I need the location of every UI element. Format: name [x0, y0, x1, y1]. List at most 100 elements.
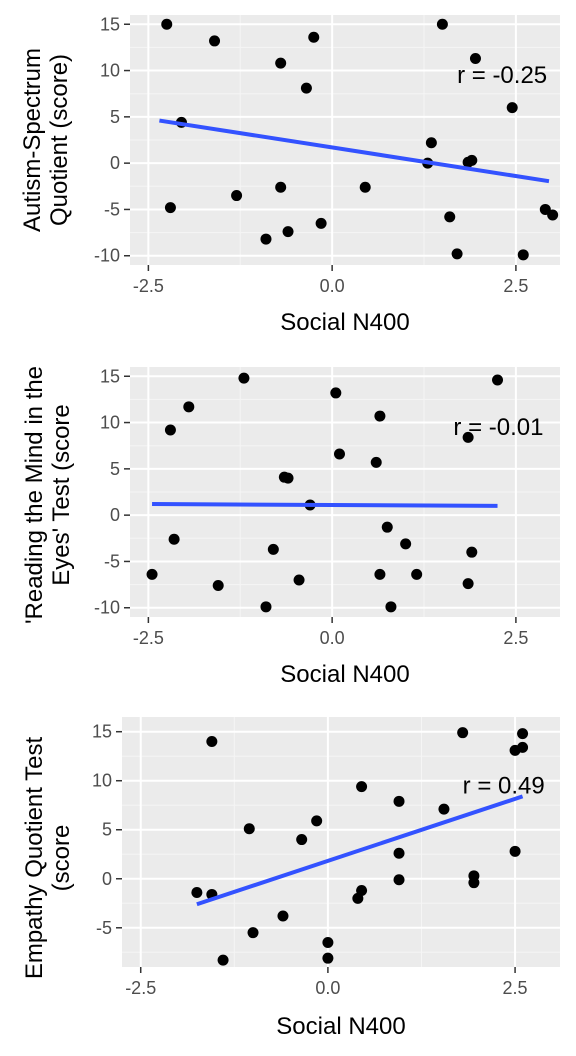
x-tick-label: -2.5	[133, 276, 164, 296]
data-point	[260, 233, 272, 245]
y-tick-label: -10	[94, 598, 120, 618]
data-point	[293, 574, 305, 586]
data-point	[308, 31, 320, 43]
data-point	[217, 954, 229, 966]
x-tick-label: 2.5	[503, 628, 528, 648]
y-tick-label: 5	[110, 107, 120, 127]
data-point	[425, 137, 437, 149]
data-point	[444, 211, 456, 223]
x-tick-label: 0.0	[320, 628, 345, 648]
x-axis-title: Social N400	[276, 1013, 405, 1040]
data-point	[517, 728, 529, 740]
regression-line	[152, 502, 498, 508]
x-tick-label: 0.0	[315, 978, 340, 998]
x-axis-title: Social N400	[280, 661, 409, 688]
data-point	[393, 847, 405, 859]
data-point	[436, 18, 448, 30]
data-point	[359, 181, 371, 193]
x-tick-label: -2.5	[133, 628, 164, 648]
data-point	[267, 543, 279, 555]
x-axis-title: Social N400	[280, 309, 409, 336]
y-tick-label: 15	[100, 14, 120, 34]
data-point	[462, 578, 474, 590]
x-tick-label: -2.5	[125, 978, 156, 998]
data-point	[191, 886, 203, 898]
y-axis-title-line: Autism-Spectrum	[19, 48, 46, 232]
correlation-label: r = -0.01	[453, 414, 543, 441]
data-point	[333, 448, 345, 460]
data-point	[438, 803, 450, 815]
data-point	[168, 533, 180, 545]
y-tick-label: 0	[110, 153, 120, 173]
data-point	[451, 248, 463, 260]
data-point	[469, 53, 481, 65]
data-point	[492, 374, 504, 386]
y-tick-label: -5	[104, 199, 120, 219]
panel-1: -2.5 0.0 2.5 -10 -5 0 5 10 15 r = -0.25 Social N40…	[19, 14, 560, 336]
data-point	[183, 401, 195, 413]
regression-line	[196, 794, 524, 907]
data-point	[506, 102, 518, 114]
data-point	[146, 568, 158, 580]
y-tick-label: 5	[102, 820, 112, 840]
y-axis-title-line: 'Reading the Mind in the	[21, 366, 48, 624]
data-point	[282, 226, 294, 238]
y-tick-label: 0	[102, 869, 112, 889]
panel-3: -2.5 0.0 2.5 -5 0 5 10 15 r = 0.49 Social N400 Emp…	[21, 717, 560, 1040]
data-point	[277, 910, 289, 922]
data-point	[381, 521, 393, 533]
data-point	[231, 190, 243, 202]
data-point	[547, 209, 559, 221]
y-tick-label: -10	[94, 246, 120, 266]
data-point	[209, 35, 221, 47]
data-point	[247, 927, 259, 939]
data-point	[311, 815, 323, 827]
data-point	[374, 410, 386, 422]
x-tick-label: 2.5	[503, 978, 528, 998]
data-point	[356, 885, 368, 897]
data-point	[315, 217, 327, 229]
data-point	[356, 781, 368, 793]
data-point	[322, 952, 334, 964]
data-point	[374, 568, 386, 580]
data-point	[411, 568, 423, 580]
data-point	[468, 877, 480, 889]
data-point	[161, 18, 173, 30]
x-tick-label: 2.5	[503, 276, 528, 296]
data-point	[296, 834, 308, 846]
data-point	[370, 456, 382, 468]
data-point	[466, 546, 478, 558]
y-tick-label: 0	[110, 505, 120, 525]
data-point	[164, 424, 176, 436]
data-point	[462, 431, 474, 443]
y-tick-label: 10	[92, 771, 112, 791]
data-point	[400, 538, 412, 550]
y-axis-title-line: Quotient (score)	[46, 54, 73, 226]
data-point	[238, 372, 250, 384]
data-point	[260, 601, 272, 613]
data-point	[275, 181, 287, 193]
plot-background	[122, 717, 560, 967]
y-axis-title-line: Empathy Quotient Test	[21, 736, 48, 979]
y-tick-label: 10	[100, 61, 120, 81]
y-tick-label: 15	[100, 366, 120, 386]
data-point	[164, 202, 176, 214]
y-axis-title-line: (score	[48, 825, 75, 892]
y-axis-title-line: Eyes' Test (score	[48, 404, 75, 586]
data-point	[393, 874, 405, 886]
data-point	[509, 845, 521, 857]
data-point	[206, 736, 218, 748]
x-tick-label: 0.0	[320, 276, 345, 296]
y-tick-label: -5	[96, 918, 112, 938]
data-point	[457, 727, 469, 739]
y-tick-label: 10	[100, 413, 120, 433]
data-point	[466, 154, 478, 166]
data-point	[393, 795, 405, 807]
correlation-label: r = -0.25	[457, 62, 547, 89]
data-point	[517, 741, 529, 753]
y-tick-label: -5	[104, 551, 120, 571]
data-point	[282, 472, 294, 484]
y-tick-label: 5	[110, 459, 120, 479]
data-point	[517, 249, 529, 261]
